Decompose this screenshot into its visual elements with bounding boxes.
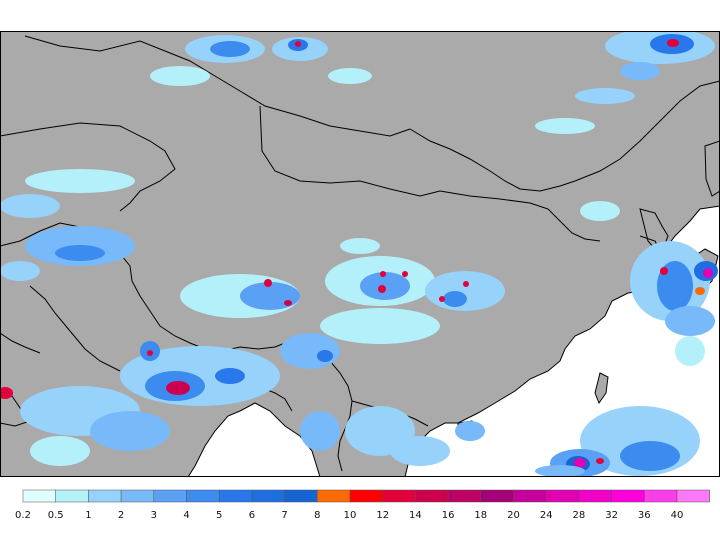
precipitation-map [0, 31, 720, 477]
legend-label: 4 [183, 510, 189, 521]
legend-swatch [676, 489, 710, 503]
legend-label: 8 [314, 510, 320, 521]
legend-swatches [22, 489, 710, 503]
legend-swatch [55, 489, 89, 503]
legend-swatch [611, 489, 645, 503]
legend-label: 3 [151, 510, 157, 521]
legend-swatch [578, 489, 612, 503]
legend-swatch [513, 489, 547, 503]
legend-swatch [349, 489, 383, 503]
legend-swatch [153, 489, 187, 503]
color-legend: 0.2 0.5 1 2 3 4 5 6 7 8 10 12 14 16 18 20 24 28 32 36 40 [15, 489, 710, 521]
legend-label: 2 [118, 510, 124, 521]
legend-label: 28 [573, 510, 586, 521]
legend-label: 20 [507, 510, 520, 521]
legend-label: 12 [376, 510, 389, 521]
legend-swatch [251, 489, 285, 503]
japan-land [705, 141, 720, 196]
legend-label: 18 [474, 510, 487, 521]
legend-swatch [447, 489, 482, 503]
legend-swatch [382, 489, 416, 503]
legend-labels: 0.2 0.5 1 2 3 4 5 6 7 8 10 12 14 16 18 20 24 28 32 36 40 [15, 510, 683, 521]
legend-label: 0.5 [48, 510, 64, 521]
legend-swatch [284, 489, 318, 503]
legend-label: 0.2 [15, 510, 31, 521]
korea-land [640, 209, 668, 249]
legend-label: 6 [249, 510, 255, 521]
legend-swatch [545, 489, 580, 503]
legend-swatch [317, 489, 351, 503]
legend-label: 16 [442, 510, 455, 521]
legend-label: 40 [671, 510, 684, 521]
legend-swatch [218, 489, 253, 503]
legend-label: 5 [216, 510, 222, 521]
legend-swatch [480, 489, 514, 503]
legend-label: 10 [344, 510, 357, 521]
legend-swatch [22, 489, 56, 503]
legend-label: 14 [409, 510, 422, 521]
legend-swatch [644, 489, 678, 503]
legend-label: 7 [281, 510, 287, 521]
legend-swatch [415, 489, 449, 503]
precipitation-field [0, 31, 718, 477]
legend-swatch [88, 489, 122, 503]
legend-label: 24 [540, 510, 553, 521]
legend-swatch [120, 489, 155, 503]
legend-label: 32 [605, 510, 618, 521]
legend-swatch [186, 489, 220, 503]
legend-label: 1 [85, 510, 91, 521]
legend-label: 36 [638, 510, 651, 521]
